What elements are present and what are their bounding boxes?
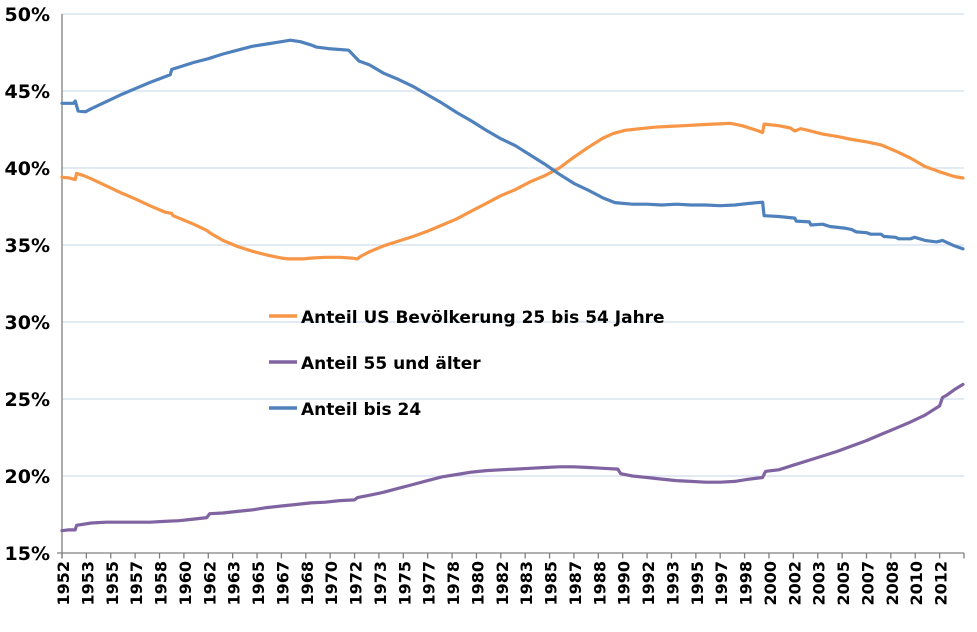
x-axis-label: 2008 — [883, 561, 902, 606]
legend-item-25-54: Anteil US Bevölkerung 25 bis 54 Jahre — [269, 308, 665, 328]
x-axis-label: 1972 — [347, 561, 366, 606]
x-axis-label: 1968 — [298, 561, 317, 606]
legend-label-25-54: Anteil US Bevölkerung 25 bis 54 Jahre — [301, 308, 665, 328]
x-axis-label: 1987 — [566, 561, 585, 606]
x-axis-label: 2003 — [810, 561, 829, 606]
x-axis-label: 1983 — [517, 561, 536, 606]
axes-layer — [57, 14, 965, 559]
legend-item-55-older: Anteil 55 und älter — [269, 354, 481, 374]
legend-label-55-older: Anteil 55 und älter — [301, 354, 481, 374]
x-axis-label: 1975 — [395, 561, 414, 606]
y-axis-label: 45% — [5, 81, 50, 103]
x-axis-label: 1953 — [78, 561, 97, 606]
legend-label-bis-24: Anteil bis 24 — [301, 400, 421, 420]
x-axis-label: 2007 — [858, 561, 877, 606]
y-axis-label: 50% — [5, 4, 50, 26]
y-axis-label: 30% — [5, 312, 50, 334]
x-axis-label: 1985 — [542, 561, 561, 606]
x-axis-label: 1955 — [103, 561, 122, 606]
x-axis-label: 1973 — [371, 561, 390, 606]
series-line-anteil-55-und-lter — [60, 382, 965, 533]
series-line-anteil-us-bev-lkerung-25-bis-54-jahre — [60, 121, 965, 261]
x-axis-label: 1960 — [176, 561, 195, 606]
y-axis-label: 20% — [5, 466, 50, 488]
gridlines-layer — [62, 13, 964, 477]
x-axis-label: 1993 — [663, 561, 682, 606]
x-axis-label: 2012 — [932, 561, 951, 606]
series-line-anteil-bis-24 — [60, 38, 965, 251]
x-axis-label: 1952 — [54, 561, 73, 606]
axis-labels-layer: 50% 45% 40% 35% 30% 25% 20% 15%1952 1953 1955 1957… — [5, 4, 951, 606]
x-axis-label: 1995 — [688, 561, 707, 606]
x-axis-label: 1990 — [615, 561, 634, 606]
x-axis-label: 2002 — [785, 561, 804, 606]
x-axis-label: 2010 — [907, 561, 926, 606]
x-axis-label: 1988 — [590, 561, 609, 606]
series-layer — [60, 38, 965, 533]
x-axis-label: 1977 — [420, 561, 439, 606]
x-axis-label: 1978 — [444, 561, 463, 606]
x-axis-label: 1970 — [322, 561, 341, 606]
x-axis-label: 2000 — [761, 561, 780, 606]
x-axis-label: 1982 — [493, 561, 512, 606]
y-axis-label: 40% — [5, 158, 50, 180]
x-axis-label: 1963 — [225, 561, 244, 606]
x-axis-label: 1967 — [273, 561, 292, 606]
legend: Anteil US Bevölkerung 25 bis 54 Jahre An… — [269, 308, 665, 420]
x-axis-label: 1997 — [712, 561, 731, 606]
x-axis-label: 1958 — [152, 561, 171, 606]
x-axis-label: 1965 — [249, 561, 268, 606]
x-axis-label: 1980 — [468, 561, 487, 606]
y-axis-label: 35% — [5, 235, 50, 257]
x-axis-label: 1998 — [737, 561, 756, 606]
x-axis-label: 2005 — [834, 561, 853, 606]
y-axis-label: 15% — [5, 543, 50, 565]
legend-item-bis-24: Anteil bis 24 — [269, 400, 421, 420]
y-axis-label: 25% — [5, 389, 50, 411]
x-axis-label: 1957 — [127, 561, 146, 606]
x-axis-label: 1962 — [200, 561, 219, 606]
x-axis-label: 1992 — [639, 561, 658, 606]
